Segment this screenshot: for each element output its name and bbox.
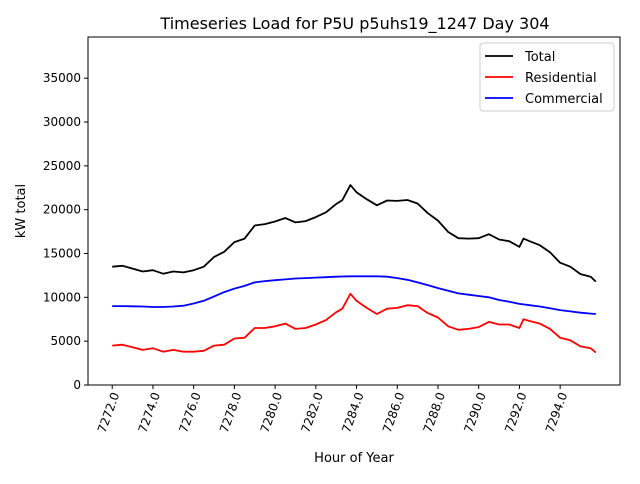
y-tick-label: 35000: [43, 71, 81, 85]
y-tick-label: 0: [73, 378, 81, 392]
y-tick-label: 10000: [43, 290, 81, 304]
axes-frame: [87, 36, 621, 386]
legend-label-commercial: Commercial: [525, 92, 603, 107]
series-layer: [112, 184, 597, 354]
legend-box: [479, 42, 615, 112]
y-tick-label: 25000: [43, 159, 81, 173]
series-line-total: [112, 184, 597, 283]
chart-title: Timeseries Load for P5U p5uhs19_1247 Day…: [159, 14, 549, 34]
y-axis-ticks: 0 5000 10000 15000 20000 25000 30000 35000: [43, 71, 88, 392]
y-tick-label: 20000: [43, 203, 81, 217]
y-tick-label: 5000: [50, 334, 81, 348]
legend-label-total: Total: [524, 50, 555, 65]
series-line-commercial: [112, 275, 596, 315]
legend: Total Residential Commercial: [479, 42, 615, 112]
y-tick-label: 15000: [43, 247, 81, 261]
x-axis-label: Hour of Year: [314, 451, 394, 466]
series-line-residential: [112, 292, 597, 354]
y-tick-label: 30000: [43, 115, 81, 129]
y-axis-label: kW total: [14, 184, 29, 238]
legend-label-residential: Residential: [525, 71, 597, 86]
